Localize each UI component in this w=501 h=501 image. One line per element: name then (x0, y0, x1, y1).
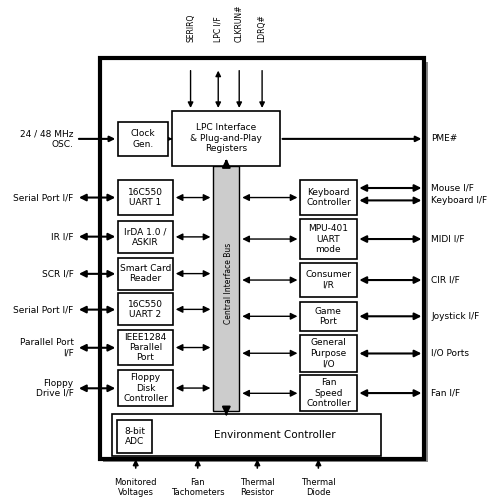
FancyBboxPatch shape (172, 111, 280, 166)
Text: Central Interface Bus: Central Interface Bus (224, 243, 233, 324)
FancyBboxPatch shape (118, 294, 173, 325)
FancyBboxPatch shape (300, 180, 357, 215)
FancyBboxPatch shape (100, 58, 424, 459)
Text: SERIRQ: SERIRQ (186, 13, 195, 42)
FancyBboxPatch shape (118, 122, 168, 156)
Text: LDRQ#: LDRQ# (258, 14, 267, 42)
Text: I/O Ports: I/O Ports (431, 349, 469, 358)
FancyBboxPatch shape (103, 62, 427, 462)
Text: Fan I/F: Fan I/F (431, 389, 460, 398)
Text: General
Purpose
I/O: General Purpose I/O (310, 338, 347, 368)
Text: Fan
Tachometers: Fan Tachometers (171, 478, 224, 497)
Text: Consumer
I/R: Consumer I/R (306, 271, 351, 290)
FancyBboxPatch shape (300, 335, 357, 372)
Text: Keyboard I/F: Keyboard I/F (431, 196, 487, 205)
FancyBboxPatch shape (300, 302, 357, 331)
FancyBboxPatch shape (300, 219, 357, 259)
Text: MPU-401
UART
mode: MPU-401 UART mode (309, 224, 348, 254)
FancyBboxPatch shape (118, 330, 173, 365)
Text: Monitored
Voltages: Monitored Voltages (114, 478, 157, 497)
Text: Thermal
Diode: Thermal Diode (301, 478, 336, 497)
FancyBboxPatch shape (300, 375, 357, 411)
Text: Environment Controller: Environment Controller (214, 430, 336, 440)
Text: Fan
Speed
Controller: Fan Speed Controller (306, 378, 351, 408)
Text: Parallel Port
I/F: Parallel Port I/F (20, 338, 74, 358)
Text: Mouse I/F: Mouse I/F (431, 183, 474, 192)
Text: Thermal
Resistor: Thermal Resistor (240, 478, 275, 497)
FancyBboxPatch shape (118, 180, 173, 215)
Text: Joystick I/F: Joystick I/F (431, 312, 479, 321)
Text: 24 / 48 MHz
OSC.: 24 / 48 MHz OSC. (20, 129, 74, 149)
Text: Keyboard
Controller: Keyboard Controller (306, 188, 351, 207)
Text: Serial Port I/F: Serial Port I/F (14, 193, 74, 202)
Text: Smart Card
Reader: Smart Card Reader (120, 264, 171, 283)
FancyBboxPatch shape (118, 370, 173, 406)
Text: Floppy
Disk
Controller: Floppy Disk Controller (123, 373, 168, 403)
Text: SCR I/F: SCR I/F (42, 270, 74, 279)
Text: Serial Port I/F: Serial Port I/F (14, 305, 74, 314)
Text: CIR I/F: CIR I/F (431, 276, 460, 285)
FancyBboxPatch shape (112, 413, 381, 456)
FancyBboxPatch shape (118, 221, 173, 253)
Text: Floppy
Drive I/F: Floppy Drive I/F (36, 379, 74, 398)
FancyBboxPatch shape (117, 420, 152, 453)
Text: Game
Port: Game Port (315, 307, 342, 326)
FancyBboxPatch shape (118, 258, 173, 290)
Text: IrDA 1.0 /
ASKIR: IrDA 1.0 / ASKIR (124, 227, 167, 246)
Text: Clock
Gen.: Clock Gen. (131, 129, 155, 149)
Text: 16C550
UART 1: 16C550 UART 1 (128, 188, 163, 207)
Text: 8-bit
ADC: 8-bit ADC (124, 427, 145, 446)
Text: PME#: PME# (431, 134, 457, 143)
Text: 16C550
UART 2: 16C550 UART 2 (128, 300, 163, 319)
Text: LPC Interface
& Plug-and-Play
Registers: LPC Interface & Plug-and-Play Registers (190, 123, 262, 153)
FancyBboxPatch shape (300, 264, 357, 297)
Text: LPC I/F: LPC I/F (214, 16, 223, 42)
FancyBboxPatch shape (213, 166, 239, 411)
Text: MIDI I/F: MIDI I/F (431, 234, 465, 243)
Text: IR I/F: IR I/F (51, 232, 74, 241)
Text: IEEE1284
Parallel
Port: IEEE1284 Parallel Port (124, 333, 167, 362)
Text: CLKRUN#: CLKRUN# (234, 4, 243, 42)
